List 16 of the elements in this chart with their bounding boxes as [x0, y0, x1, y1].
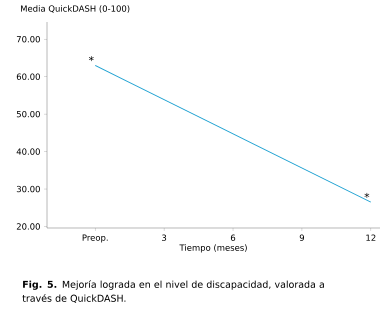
x-tick-label: 6 — [230, 234, 236, 241]
y-tick-label: 70.00 — [16, 36, 40, 42]
x-tick-label: Preop. — [82, 234, 108, 242]
x-axis-title: Tiempo (meses) — [179, 244, 247, 252]
y-tick-label: 50.00 — [16, 110, 40, 118]
y-axis-title: Media QuickDASH (0-100) — [21, 5, 130, 13]
x-tick-label: 9 — [300, 234, 304, 241]
annotation: * — [88, 56, 94, 62]
x-tick-label: 3 — [162, 234, 166, 241]
y-tick-label: 30.00 — [16, 186, 40, 192]
y-tick-label: 60.00 — [16, 73, 40, 80]
text: Fig. 5. Mejoría lograda en el nivel de discapacidad, valorada a través de QuickDASH. — [22, 280, 324, 303]
y-tick-label: 20.00 — [16, 223, 40, 230]
annotation: * — [364, 192, 370, 198]
x-tick-label: 12 — [366, 234, 376, 241]
y-tick-label: 40.00 — [16, 148, 40, 155]
